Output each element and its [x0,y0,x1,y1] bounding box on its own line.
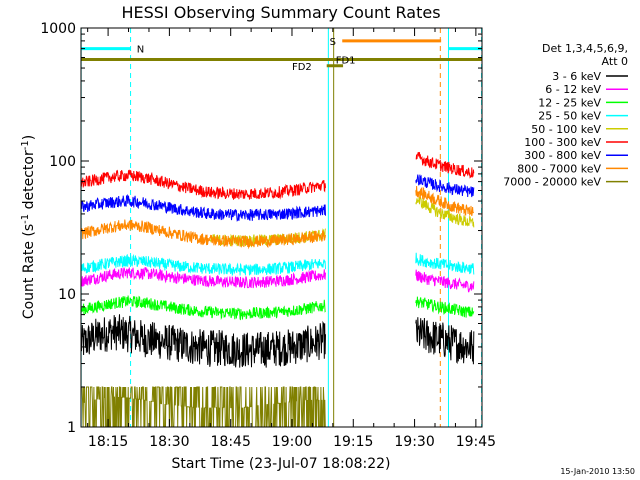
series-line [415,195,475,228]
legend-label: 100 - 300 keV [524,136,601,149]
series-line [415,296,475,318]
legend-label: 6 - 12 keV [545,83,601,96]
y-axis-label-sup2: -1 [20,140,31,150]
legend-label: 50 - 100 keV [531,123,601,136]
series-line [80,169,326,200]
y-tick-label: 10 [58,287,76,303]
flag-label-fd1: FD1 [336,55,356,66]
series-line [415,151,475,179]
x-tick-label: 19:15 [333,434,373,450]
series-line [415,185,475,217]
legend-label: 12 - 25 keV [538,96,601,109]
series-line [80,295,326,321]
plot-frame [80,27,483,428]
footer-timestamp: 15-Jan-2010 13:50 [560,467,635,476]
legend-header: Att 0 [602,55,628,68]
series-line [415,252,475,275]
series-line [415,317,475,365]
flag-label-s: S [330,37,336,48]
flag-label-fd2: FD2 [292,62,312,73]
series-line [80,267,326,289]
series-line [81,386,326,428]
legend-label: 300 - 800 keV [524,149,601,162]
legend-label: 800 - 7000 keV [517,162,601,175]
y-axis-label-base: Count Rate (s [21,224,37,319]
x-tick-label: 19:30 [394,434,434,450]
y-tick-label: 1000 [40,21,76,37]
legend-header: Det 1,3,4,5,6,9, [542,42,628,55]
y-axis-label-mid: detector [21,150,37,214]
y-tick-label: 100 [49,154,76,170]
series-line [415,269,475,293]
series-line [80,219,326,250]
series-line [80,194,326,222]
series-line [80,253,326,277]
x-tick-label: 18:15 [88,434,128,450]
y-axis-label-end: ) [21,135,37,140]
chart-title: HESSI Observing Summary Count Rates [121,3,440,22]
series-lines [80,151,475,428]
legend-label: 7000 - 20000 keV [503,176,601,189]
flag-label-n: N [137,45,144,56]
series-line [415,174,475,198]
y-tick-label: 1 [67,420,76,436]
axes: 18:15 18:30 18:45 19:00 19:15 19:30 19:45 1 10 10… [40,21,496,450]
x-tick-label: 19:45 [456,434,496,450]
x-tick-label: 18:30 [149,434,189,450]
y-axis-label: Count Rate (s-1 detector-1) [20,135,37,319]
x-axis-label: Start Time (23-Jul-07 18:08:22) [171,456,390,472]
x-tick-label: 19:00 [272,434,312,450]
series-line [80,314,326,368]
legend-label: 25 - 50 keV [538,110,601,123]
y-axis-label-sup1: -1 [20,214,31,224]
x-tick-label: 18:45 [211,434,251,450]
legend-label: 3 - 6 keV [552,70,601,83]
